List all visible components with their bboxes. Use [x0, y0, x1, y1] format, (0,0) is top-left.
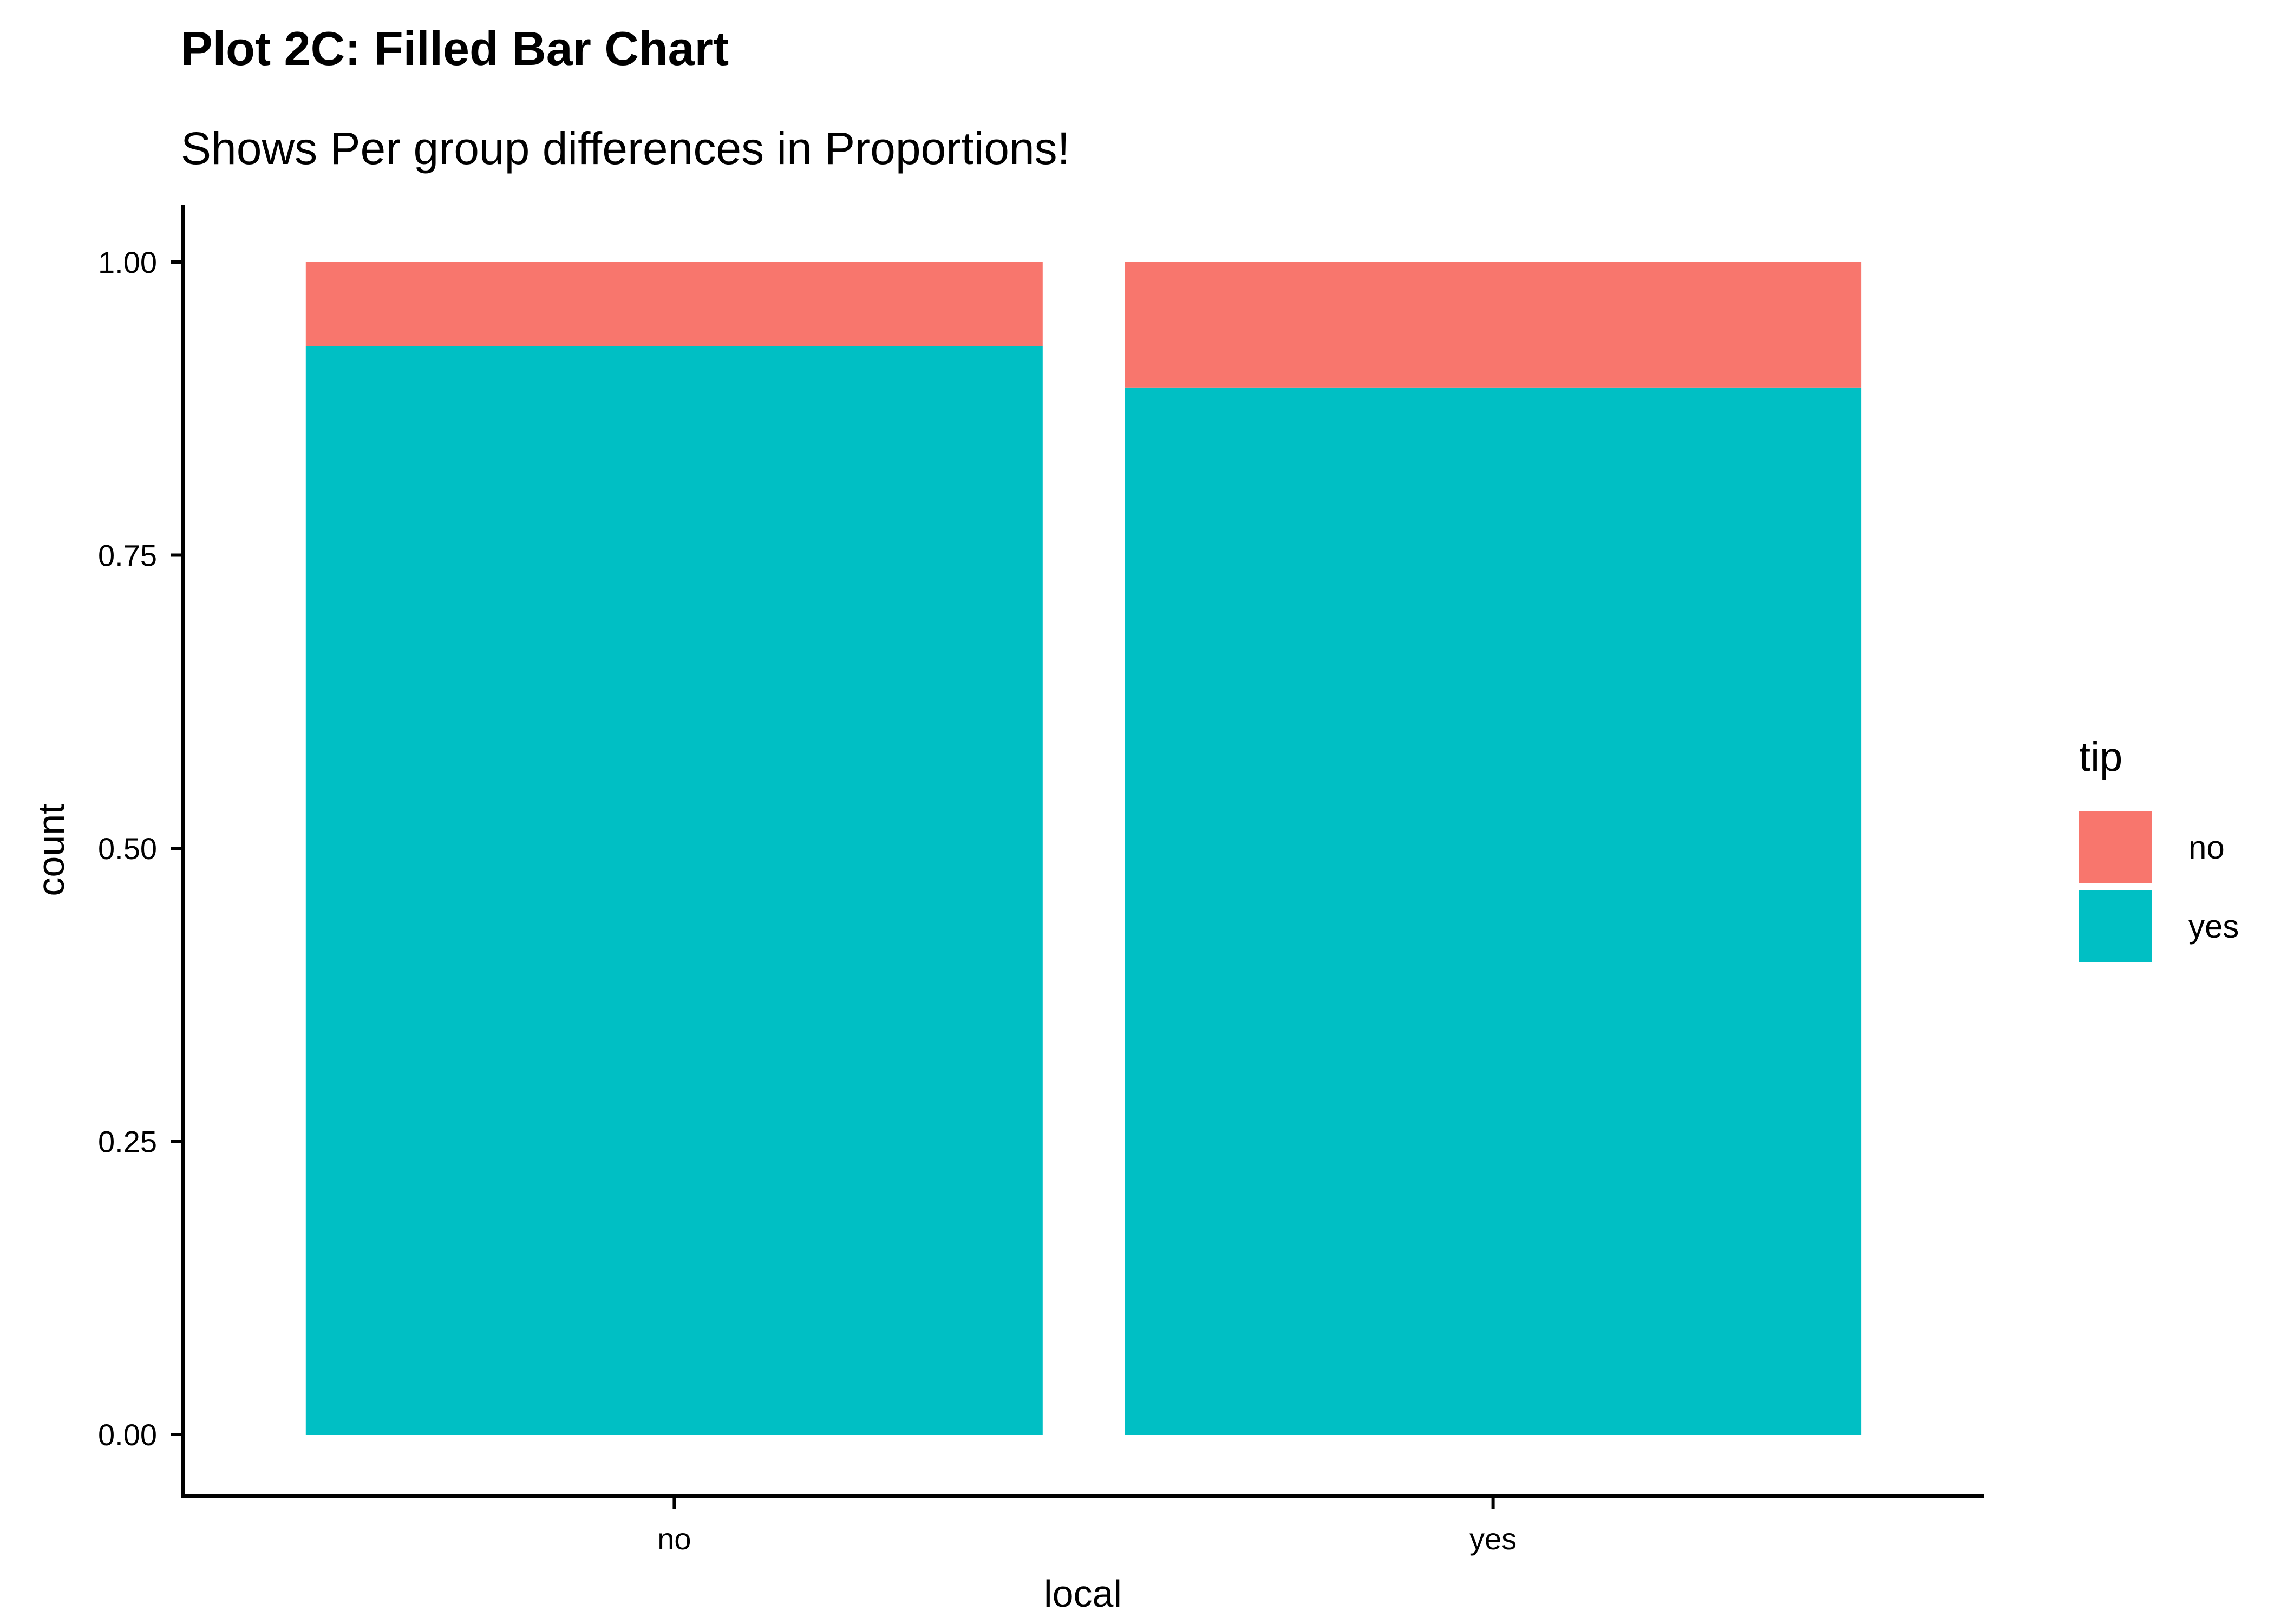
legend-items: no yes	[2079, 811, 2239, 962]
x-tick-label: no	[657, 1522, 691, 1556]
y-ticks-layer: 0.00 0.25 0.50 0.75 1.00	[98, 245, 183, 1452]
y-tick-label: 0.75	[98, 539, 157, 573]
bar-no-yes	[305, 346, 1043, 1435]
y-tick-label: 0.50	[98, 831, 157, 866]
legend-swatch-no	[2079, 811, 2152, 883]
bar-yes-yes	[1125, 387, 1862, 1435]
x-tick-label: yes	[1469, 1522, 1517, 1556]
bar-no-no	[305, 262, 1043, 346]
y-axis-title: count	[30, 803, 72, 896]
y-tick-label: 0.25	[98, 1125, 157, 1159]
legend-label-no: no	[2188, 829, 2225, 866]
x-axis-title: local	[1044, 1573, 1122, 1615]
legend-title: tip	[2079, 734, 2122, 780]
legend-label-yes: yes	[2188, 908, 2239, 945]
bar-yes-no	[1125, 262, 1862, 388]
y-tick-label: 1.00	[98, 245, 157, 279]
y-tick-label: 0.00	[98, 1418, 157, 1452]
bars-layer	[305, 262, 1862, 1435]
chart-title: Plot 2C: Filled Bar Chart	[181, 22, 729, 75]
chart-subtitle: Shows Per group differences in Proportio…	[181, 123, 1070, 174]
x-ticks-layer: no yes	[657, 1496, 1517, 1556]
axes-layer	[181, 205, 1984, 1498]
legend-swatch-yes	[2079, 890, 2152, 962]
legend: tip no yes	[2079, 734, 2239, 962]
